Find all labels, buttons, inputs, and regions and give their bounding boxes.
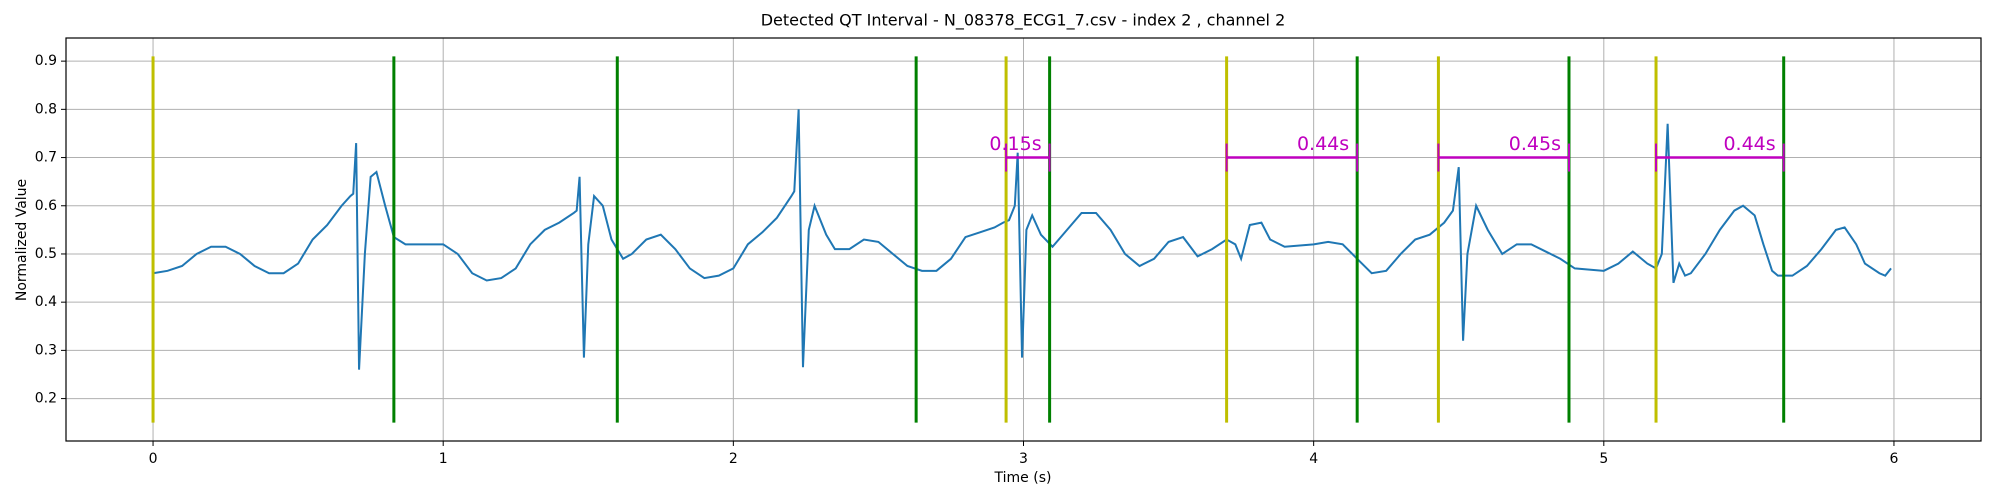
y-tick-label: 0.5 <box>35 246 57 262</box>
interval-label: 0.44s <box>1297 133 1349 155</box>
y-axis-label: Normalized Value <box>14 179 30 301</box>
y-tick-label: 0.7 <box>35 150 57 166</box>
x-tick-label: 1 <box>439 451 448 467</box>
ecg-line <box>152 109 1892 370</box>
y-tick-label: 0.8 <box>35 101 57 117</box>
interval-label: 0.15s <box>989 133 1041 155</box>
x-tick-label: 4 <box>1309 451 1318 467</box>
interval-label: 0.45s <box>1509 133 1561 155</box>
x-axis-label: Time (s) <box>994 470 1052 486</box>
x-tick-label: 0 <box>149 451 158 467</box>
y-tick-label: 0.9 <box>35 53 57 69</box>
x-tick-label: 5 <box>1599 451 1608 467</box>
y-tick-label: 0.4 <box>35 294 57 310</box>
y-tick-label: 0.3 <box>35 342 57 358</box>
x-tick-label: 2 <box>729 451 738 467</box>
plot-frame <box>65 37 1982 442</box>
interval-label: 0.44s <box>1723 133 1775 155</box>
chart-title: Detected QT Interval - N_08378_ECG1_7.cs… <box>761 11 1286 31</box>
y-tick-label: 0.6 <box>35 198 57 214</box>
x-tick-label: 6 <box>1889 451 1898 467</box>
x-tick-label: 3 <box>1019 451 1028 467</box>
y-tick-label: 0.2 <box>35 391 57 407</box>
